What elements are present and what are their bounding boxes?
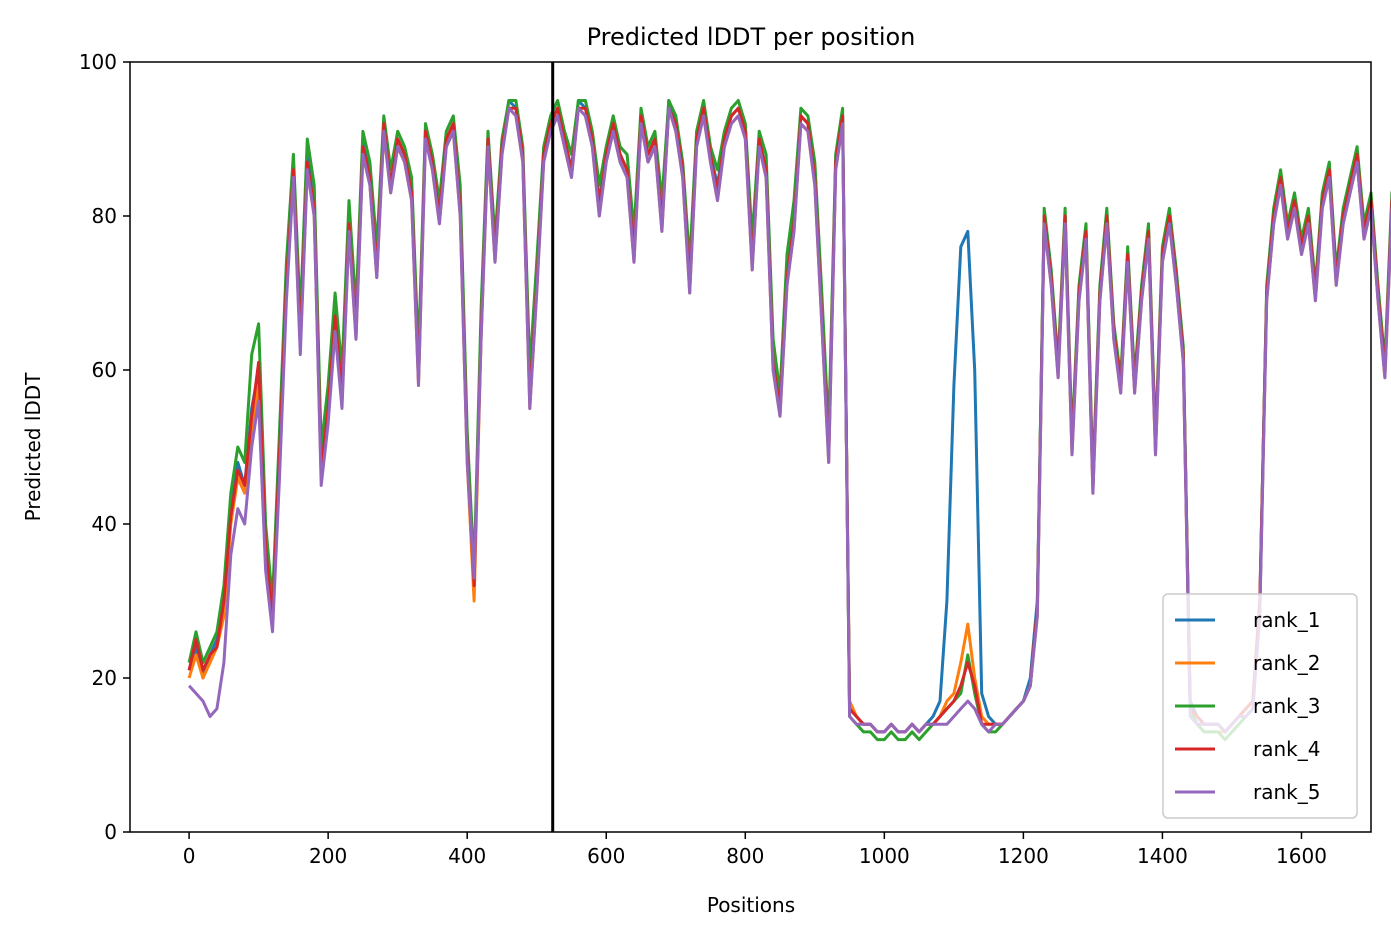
legend-label-rank_2: rank_2 — [1253, 651, 1320, 675]
y-axis-ticks: 0 20 40 60 80 100 — [79, 50, 130, 844]
chart-title: Predicted lDDT per position — [587, 23, 916, 51]
y-tick-label: 20 — [92, 666, 117, 690]
legend-label-rank_5: rank_5 — [1253, 780, 1320, 804]
plot-lines — [187, 99, 1391, 742]
x-tick-label: 400 — [448, 844, 486, 868]
y-tick-label: 60 — [92, 358, 117, 382]
axes-frame — [129, 61, 1372, 833]
legend-label-rank_3: rank_3 — [1253, 694, 1320, 718]
x-axis-label: Positions — [707, 893, 795, 917]
legend: rank_1 rank_2 rank_3 rank_4 rank_5 — [1162, 593, 1358, 819]
y-tick-label: 80 — [92, 204, 117, 228]
series-line-rank_5 — [187, 106, 1391, 734]
y-axis-label: Predicted lDDT — [21, 372, 45, 522]
x-axis-ticks: 0 200 400 600 800 1000 1200 1400 1600 — [183, 832, 1327, 868]
legend-label-rank_1: rank_1 — [1253, 608, 1320, 632]
x-tick-label: 200 — [309, 844, 347, 868]
legend-label-rank_4: rank_4 — [1253, 737, 1320, 761]
x-tick-label: 1400 — [1137, 844, 1188, 868]
y-tick-label: 100 — [79, 50, 117, 74]
y-tick-label: 0 — [104, 820, 117, 844]
x-tick-label: 800 — [726, 844, 764, 868]
legend-entries: rank_1 rank_2 rank_3 rank_4 rank_5 — [1175, 608, 1320, 804]
x-tick-label: 1600 — [1276, 844, 1327, 868]
y-tick-label: 40 — [92, 512, 117, 536]
legend-box — [1162, 593, 1358, 819]
x-tick-label: 1200 — [998, 844, 1049, 868]
x-tick-label: 1000 — [859, 844, 910, 868]
x-tick-label: 0 — [183, 844, 196, 868]
x-tick-label: 600 — [587, 844, 625, 868]
